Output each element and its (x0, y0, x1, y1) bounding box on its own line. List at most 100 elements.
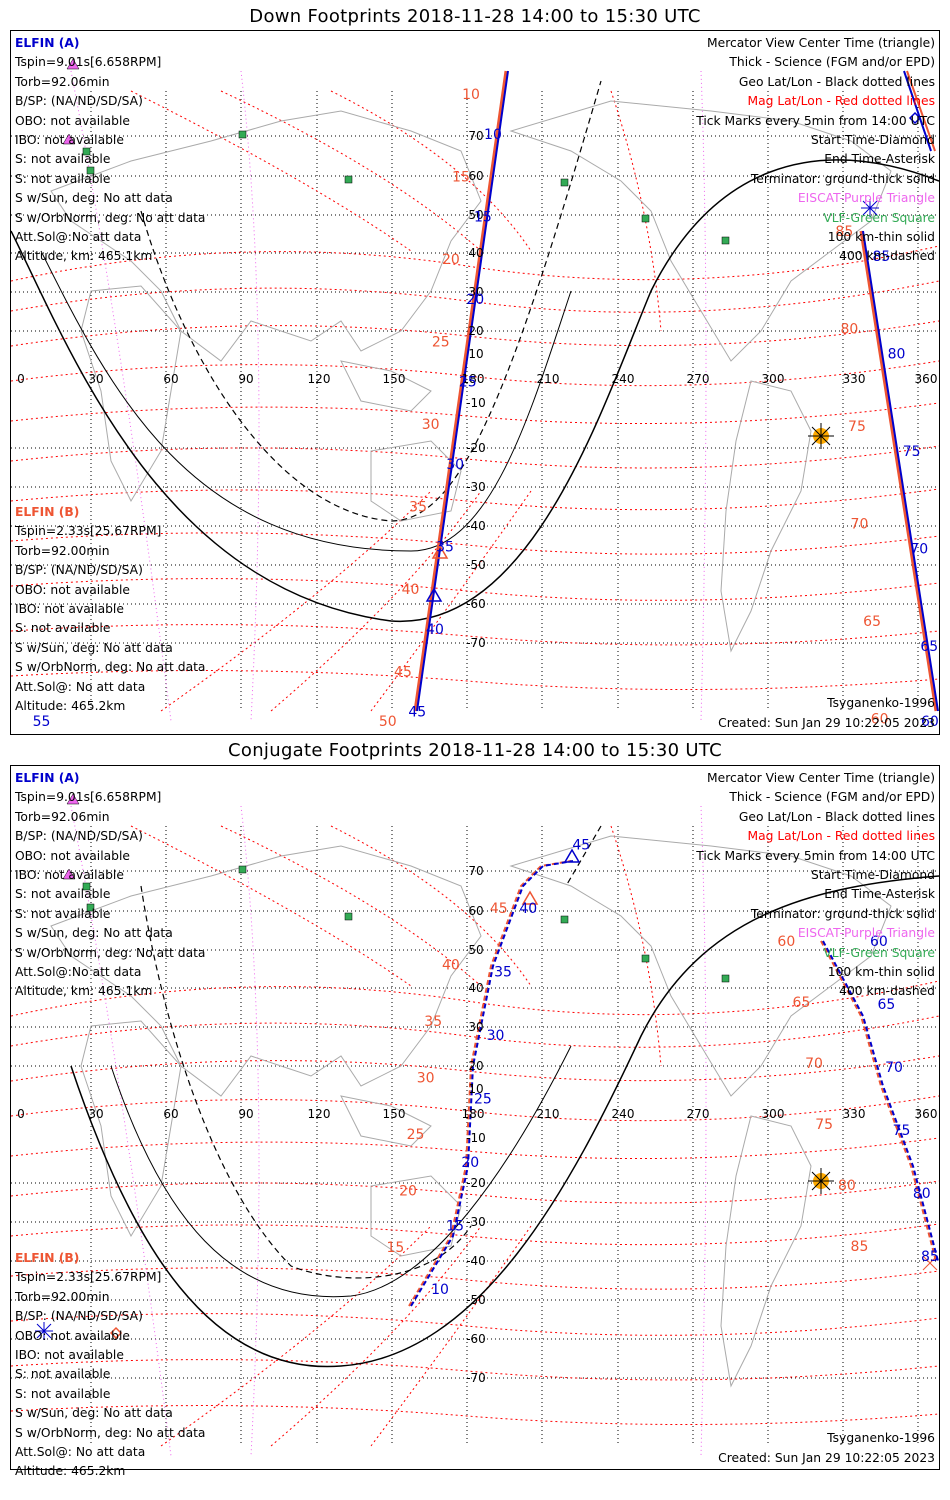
track-time-label: 15 (452, 170, 470, 186)
lon-tick-label: 120 (308, 1107, 331, 1121)
lat-tick-label: -30 (466, 1215, 486, 1229)
info-line: S w/OrbNorm, deg: No att data (15, 210, 206, 225)
track-time-label: 30 (422, 417, 440, 433)
track-time-label: 25 (474, 1092, 492, 1108)
elfin-b-header: ELFIN (B) (15, 505, 80, 519)
legend-item: Mercator View Center Time (triangle) (707, 771, 935, 785)
track-time-label: 30 (487, 1028, 505, 1044)
track-time-label: 30 (417, 1071, 435, 1087)
lat-tick-label: -20 (466, 1176, 486, 1190)
track-time-label: 70 (851, 517, 869, 533)
track-time-label: 50 (379, 714, 397, 730)
track-time-label: 20 (399, 1184, 417, 1200)
info-line: Att.Sol@: No att data (15, 679, 146, 694)
track-time-label: 15 (386, 1240, 404, 1256)
track-time-label: 60 (870, 934, 888, 950)
info-line: Torb=92.06min (15, 809, 110, 824)
lat-tick-label: 40 (468, 246, 483, 260)
info-line: Tspin=2.33s[25.67RPM] (15, 524, 162, 539)
eiscat-meridians (70, 805, 707, 1457)
info-line: Torb=92.00min (15, 543, 110, 558)
lat-tick-label: -70 (466, 636, 486, 650)
track-time-label: 85 (872, 249, 890, 265)
track-time-label: 40 (426, 622, 444, 638)
lon-tick-label: 150 (383, 1107, 406, 1121)
legend-item: 100 km-thin solid (827, 965, 935, 980)
lon-tick-label: 270 (687, 1107, 710, 1121)
info-line: Altitude, km: 465.1km (15, 249, 153, 264)
eiscat-meridians (70, 70, 707, 722)
track-time-label: 20 (461, 1155, 479, 1171)
info-line: B/SP: (NA/ND/SD/SA) (15, 829, 143, 844)
lon-tick-label: 300 (762, 1107, 785, 1121)
info-line: S: not available (15, 621, 111, 636)
track-time-label: 30 (446, 457, 464, 473)
track-time-label: 35 (494, 965, 512, 981)
terminator (70, 825, 939, 1368)
orbit-tracks (408, 860, 939, 1307)
track-time-label: 45 (394, 665, 412, 681)
lat-tick-label: 40 (468, 981, 483, 995)
info-line: B/SP: (NA/ND/SD/SA) (15, 563, 143, 578)
lat-tick-label: -40 (466, 1254, 486, 1268)
legend-item: 400 km-dashed (839, 249, 935, 264)
track-markers (425, 111, 922, 602)
panel-title-down: Down Footprints 2018-11-28 14:00 to 15:3… (249, 6, 701, 27)
lat-tick-label: 30 (468, 285, 483, 299)
track-time-label: 35 (424, 1014, 442, 1030)
track-time-label: 45 (490, 901, 508, 917)
lon-tick-label: 240 (612, 1107, 635, 1121)
map-canvas-down: 0 30 60 90 120 150 180 210 240 270 300 330 360 70 60 50… (11, 58, 939, 730)
track-time-label: 75 (848, 419, 866, 435)
lon-tick-label: 330 (843, 1107, 866, 1121)
elfin-b-info-down: ELFIN (B) Tspin=2.33s[25.67RPM] Torb=92.… (15, 503, 205, 716)
vlf-stations (82, 865, 730, 983)
info-line: S: not available (15, 171, 111, 186)
legend-item: Terminator: ground-thick solid (750, 906, 935, 921)
lat-tick-label: -40 (466, 519, 486, 533)
track-time-label: 35 (409, 500, 427, 516)
lon-tick-label: 30 (88, 1107, 103, 1121)
info-line: S: not available (15, 152, 111, 167)
lat-tick-label: 50 (468, 208, 483, 222)
track-time-label: 20 (466, 292, 484, 308)
legend-item: End Time-Asterisk (824, 887, 935, 902)
track-time-label: 70 (885, 1060, 903, 1076)
info-line: OBO: not available (15, 1328, 130, 1343)
map-legend-down: Mercator View Center Time (triangle) Thi… (696, 34, 935, 267)
legend-item: Start Time-Diamond (810, 868, 935, 883)
info-line: IBO: not available (15, 602, 124, 617)
lon-tick-label: 30 (88, 372, 103, 386)
info-line: S: not available (15, 1367, 111, 1382)
track-time-label: 80 (913, 1186, 931, 1202)
lat-tick-label: 20 (468, 324, 483, 338)
track-time-label: 60 (871, 712, 889, 728)
legend-item: Thick - Science (FGM and/or EPD) (729, 55, 935, 70)
track-time-label: 60 (777, 934, 795, 950)
sun-icon (808, 1168, 834, 1194)
track-time-label: 25 (432, 335, 450, 351)
elfin-a-header: ELFIN (A) (15, 771, 80, 785)
map-panel-conjugate: 0 30 60 90 120 150 180 210 240 270 300 330 360 70 60 50… (10, 765, 940, 1478)
legend-item: Start Time-Diamond (810, 133, 935, 148)
info-line: Att.Sol@: No att data (15, 1445, 146, 1460)
lon-tick-label: 90 (238, 372, 253, 386)
info-line: Att.Sol@:No att data (15, 965, 142, 980)
track-time-label: 85 (835, 224, 853, 240)
track-time-label: 40 (442, 958, 460, 974)
legend-item: Tick Marks every 5min from 14:00 UTC (696, 848, 935, 863)
legend-item: Terminator: ground-thick solid (750, 171, 935, 186)
lon-tick-label: 180 (462, 1107, 485, 1121)
elfin-a-info-down: ELFIN (A) Tspin=9.01s[6.658RPM] Torb=92.… (15, 34, 205, 267)
track-time-label: 25 (407, 1127, 425, 1143)
info-line: OBO: not available (15, 582, 130, 597)
created-label: Created: Sun Jan 29 10:22:05 2023 (718, 716, 935, 730)
track-time-label: 40 (402, 582, 420, 598)
track-time-label: 75 (893, 1123, 911, 1139)
info-line: Torb=92.00min (15, 1289, 110, 1304)
lat-tick-label: -50 (466, 1293, 486, 1307)
info-line: Altitude, km: 465.1km (15, 984, 153, 999)
legend-item: Tick Marks every 5min from 14:00 UTC (696, 113, 935, 128)
info-line: B/SP: (NA/ND/SD/SA) (15, 94, 143, 109)
lat-tick-label: -30 (466, 480, 486, 494)
